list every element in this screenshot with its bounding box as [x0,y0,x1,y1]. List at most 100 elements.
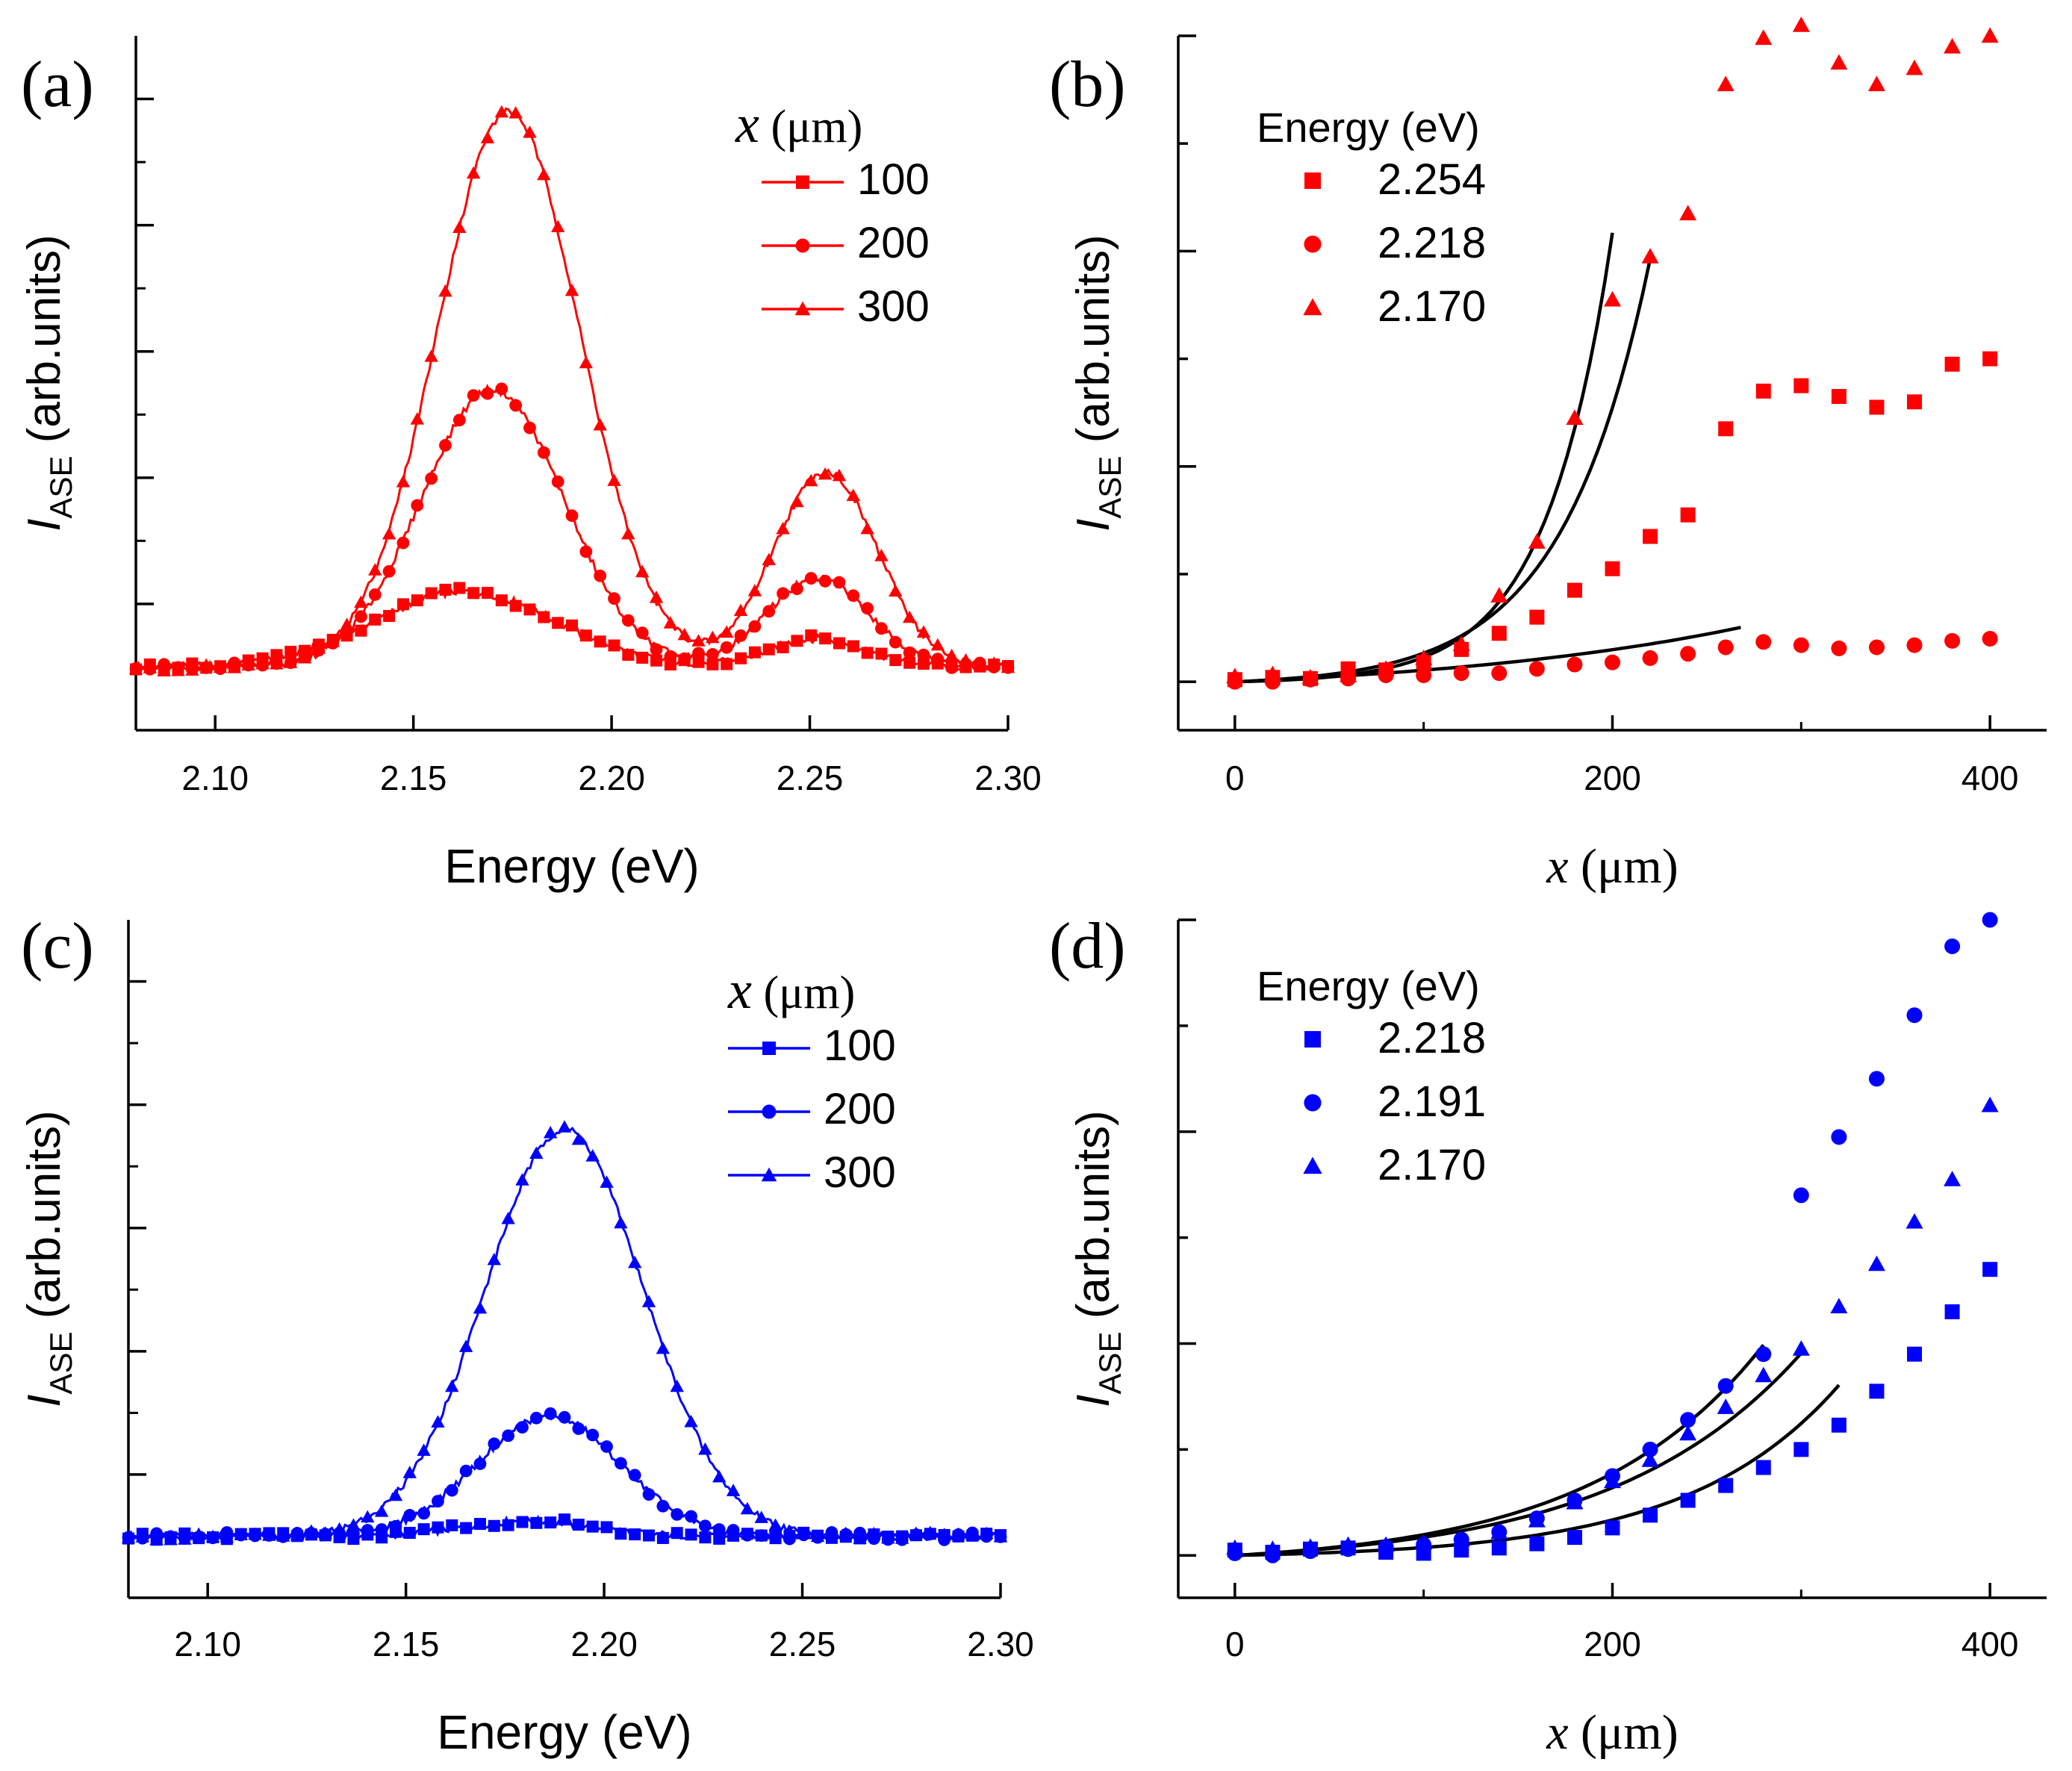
data-point-2.170 [1415,1534,1433,1550]
data-point-300 [600,1175,614,1188]
data-point-100 [432,1521,444,1534]
data-point-300 [523,125,537,138]
data-point-200 [551,475,564,488]
data-point-200 [537,446,550,459]
y-label-subscript: ASE [1092,456,1127,519]
data-point-300 [417,1443,431,1456]
data-point-300 [1001,660,1015,673]
data-point-300 [993,1530,1008,1543]
data-point-2.170 [1226,1539,1244,1555]
data-point-300 [909,1526,924,1540]
data-point-300 [537,167,551,181]
data-point-100 [805,629,818,642]
y-axis-label: IASE (arb.units) [1068,234,1127,532]
data-point-2.218 [1907,1346,1923,1362]
data-point-200 [375,1523,388,1536]
data-point-100 [502,1519,514,1531]
data-point-2.170 [1377,660,1395,676]
data-point-300 [458,1339,473,1352]
data-point-2.170 [1792,1340,1810,1356]
y-label-unit: (arb.units) [1068,234,1119,455]
data-point-2.254 [1982,351,1998,367]
data-point-2.170 [1301,668,1319,685]
data-point-300 [346,1518,361,1531]
data-point-300 [706,630,720,644]
data-point-300 [712,1469,727,1483]
data-point-300 [564,283,579,296]
data-point-200 [762,605,776,618]
data-point-200 [579,545,593,558]
data-point-200 [628,1469,641,1482]
data-point-2.170 [1905,1213,1923,1229]
y-axis-label: IASE (arb.units) [1068,1110,1127,1407]
data-point-200 [368,588,382,601]
x-tick-label: 200 [1584,1625,1641,1663]
data-point-300 [641,1295,656,1307]
data-point-2.170 [1717,75,1735,92]
data-point-300 [473,1301,488,1314]
data-point-300 [494,105,509,118]
data-point-2.170 [1528,1511,1546,1528]
data-point-2.170 [1981,27,1999,43]
legend-marker-300 [761,1167,777,1182]
x-tick-label: 2.10 [174,1625,241,1663]
data-point-2.191 [1982,912,1998,928]
data-point-100 [594,635,606,648]
data-point-300 [290,1528,305,1541]
data-point-200 [403,1509,417,1522]
panel-label: (a) [21,49,94,121]
data-point-2.191 [1680,1412,1696,1428]
data-point-2.218 [1680,646,1696,662]
data-point-200 [614,1457,627,1470]
data-point-200 [678,652,691,665]
data-point-2.170 [1867,75,1885,92]
data-point-300 [579,355,594,369]
data-point-300 [508,106,523,119]
data-point-2.170 [1867,1255,1885,1272]
data-point-100 [889,654,902,667]
data-point-100 [425,587,438,600]
data-point-200 [727,1524,740,1537]
panel-label: (c) [21,910,94,983]
data-point-2.170 [1340,666,1357,682]
data-point-300 [621,526,635,540]
data-point-100 [685,1528,697,1541]
data-point-200 [741,1528,754,1542]
data-point-200 [481,387,494,400]
data-point-300 [762,553,776,566]
data-point-300 [916,625,931,638]
data-point-300 [543,1125,558,1139]
legend-title: x (μm) [735,94,862,154]
data-point-300 [945,648,959,662]
data-point-2.170 [1528,533,1546,549]
data-point-2.191 [1717,1378,1734,1394]
x-tick-label: 2.20 [570,1625,638,1663]
data-point-300 [867,1526,881,1540]
data-point-300 [171,663,185,676]
data-point-2.170 [1415,649,1433,665]
x-label-symbol: x [1546,1705,1568,1760]
data-point-200 [516,1421,529,1434]
x-tick-label: 400 [1961,1625,2019,1663]
legend-label-100: 100 [824,1021,896,1070]
data-point-200 [473,1457,487,1470]
data-point-100 [544,1516,557,1529]
legend-label-2.170: 2.170 [1378,282,1486,331]
x-axis-label: x (μm) [1546,1705,1678,1760]
legend-marker-200 [762,1104,777,1119]
data-point-300 [677,627,691,641]
data-point-300 [234,1528,248,1540]
data-point-300 [241,658,255,670]
data-point-100 [473,1518,486,1531]
data-point-300 [121,1531,136,1544]
data-point-300 [164,1532,178,1546]
data-point-200 [523,421,536,435]
data-point-300 [902,610,917,623]
data-point-300 [431,1415,445,1428]
data-point-2.170 [1641,248,1659,264]
data-point-200 [565,509,579,523]
data-point-300 [951,1527,965,1540]
data-point-300 [889,584,903,597]
data-point-300 [205,1529,220,1543]
